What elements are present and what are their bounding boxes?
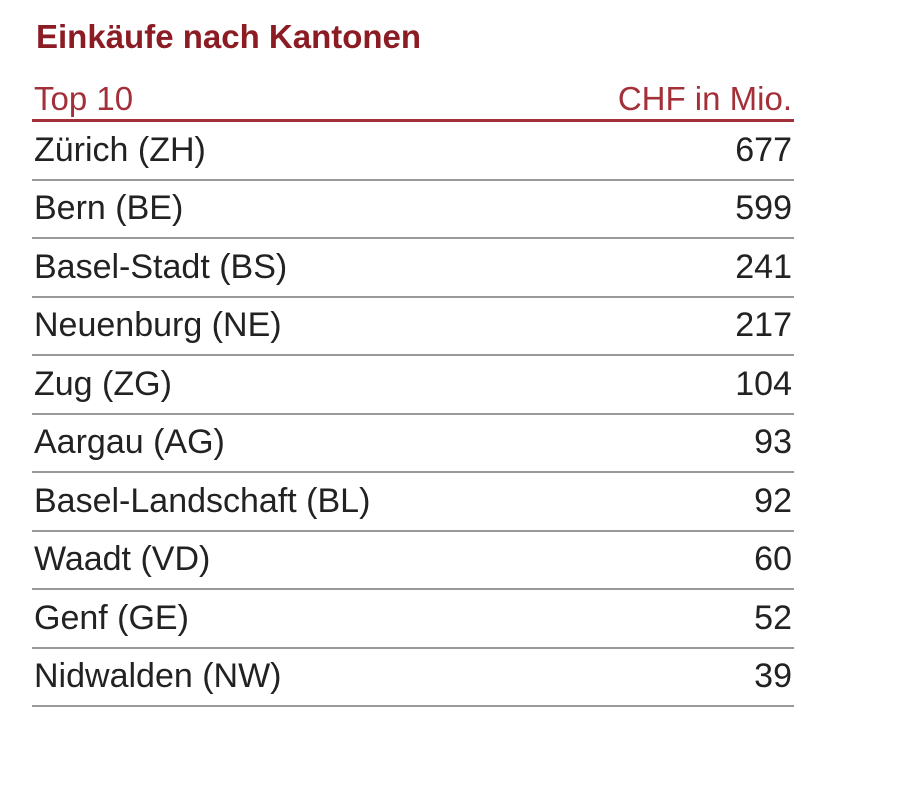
canton-cell: Aargau (AG) [34, 423, 225, 462]
header-row: Top 10 CHF in Mio. [32, 78, 794, 122]
value-cell: 60 [754, 540, 792, 579]
canton-cell: Genf (GE) [34, 598, 189, 637]
canton-cell: Waadt (VD) [34, 540, 211, 579]
value-cell: 92 [754, 481, 792, 520]
canton-cell: Basel-Landschaft (BL) [34, 481, 371, 520]
header-cell: CHF in Mio. [617, 79, 792, 117]
value-cell: 93 [754, 423, 792, 462]
canton-cell: Bern (BE) [34, 189, 184, 228]
table-row: Aargau (AG) 93 [32, 415, 794, 473]
canton-cell: Neuenburg (NE) [34, 306, 282, 345]
table-row: Nidwalden (NW) 39 [32, 649, 794, 707]
canton-cell: Zürich (ZH) [34, 130, 206, 169]
table-card: Einkäufe nach Kantonen Top 10 CHF in Mio… [32, 18, 794, 707]
value-cell: 217 [735, 306, 792, 345]
value-cell: 241 [735, 247, 792, 286]
value-cell: 39 [754, 657, 792, 696]
canton-cell: Basel-Stadt (BS) [34, 247, 288, 286]
header-cell: Top 10 [34, 79, 134, 117]
table-row: Basel-Landschaft (BL) 92 [32, 473, 794, 532]
table-row: Waadt (VD) 60 [32, 532, 794, 590]
canton-cell: Zug (ZG) [34, 364, 172, 403]
value-cell: 677 [735, 130, 792, 169]
value-cell: 104 [735, 364, 792, 403]
table-row: Neuenburg (NE) 217 [32, 298, 794, 356]
table-body: Zürich (ZH) 677 Bern (BE) 599 Basel-Stadt (B… [32, 122, 794, 707]
table-row: Zug (ZG) 104 [32, 356, 794, 415]
table-row: Zürich (ZH) 677 [32, 122, 794, 181]
value-cell: 599 [735, 189, 792, 228]
table-row: Bern (BE) 599 [32, 181, 794, 239]
title: Einkäufe nach Kantonen [36, 18, 422, 55]
canton-cell: Nidwalden (NW) [34, 657, 282, 696]
table-row: Genf (GE) 52 [32, 590, 794, 649]
value-cell: 52 [754, 598, 792, 637]
table-row: Basel-Stadt (BS) 241 [32, 239, 794, 298]
